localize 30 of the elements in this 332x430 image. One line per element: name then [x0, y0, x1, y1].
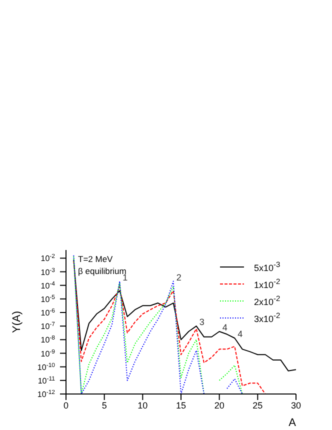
annotation: 4: [222, 322, 228, 332]
legend-label: 5x10$^{-3}$: [254, 260, 280, 273]
y-axis-title: Y(A): [10, 311, 23, 333]
y-tick-label: 10$^{-9}$: [40, 348, 56, 358]
x-tick-label: 10: [138, 400, 148, 410]
x-tick-label: 20: [214, 400, 224, 410]
legend-label: 3x10$^{-2}$: [254, 311, 280, 324]
y-tick-label: 10$^{-6}$: [40, 308, 56, 318]
legend-label: 1x10$^{-2}$: [254, 277, 280, 290]
x-tick-label: 25: [252, 400, 263, 410]
x-axis-title: A: [288, 417, 297, 429]
legend-label: 2x10$^{-2}$: [254, 294, 280, 307]
y-tick-label: 10$^{-10}$: [37, 362, 56, 372]
y-tick-label: 10$^{-4}$: [40, 280, 56, 290]
y-tick-label: 10$^{-11}$: [38, 375, 56, 386]
annotation: β equilibrium: [78, 265, 126, 276]
x-tick-label: 30: [290, 400, 302, 410]
x-tick-label: 0: [63, 400, 69, 410]
annotation: 2: [176, 272, 182, 282]
annotation: T=2 MeV: [78, 253, 114, 265]
y-tick-label: 10$^{-8}$: [40, 334, 56, 345]
y-tick-label: 10$^{-7}$: [40, 321, 56, 332]
annotation: 4: [238, 329, 243, 340]
y-tick-label: 10$^{-12}$: [37, 389, 56, 399]
annotation: 3: [199, 317, 204, 328]
y-tick-label: 10$^{-3}$: [40, 266, 56, 277]
y-tick-label: 10$^{-5}$: [40, 294, 56, 304]
y-tick-label: 10$^{-2}$: [40, 253, 56, 264]
x-tick-label: 15: [176, 400, 186, 410]
x-tick-label: 5: [102, 400, 107, 410]
